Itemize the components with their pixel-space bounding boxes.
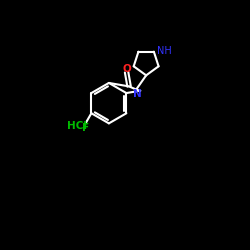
Text: O: O: [122, 64, 131, 74]
Text: N: N: [133, 89, 141, 99]
Text: F: F: [82, 122, 89, 132]
Text: NH: NH: [157, 46, 172, 56]
Text: HCl: HCl: [66, 121, 86, 131]
